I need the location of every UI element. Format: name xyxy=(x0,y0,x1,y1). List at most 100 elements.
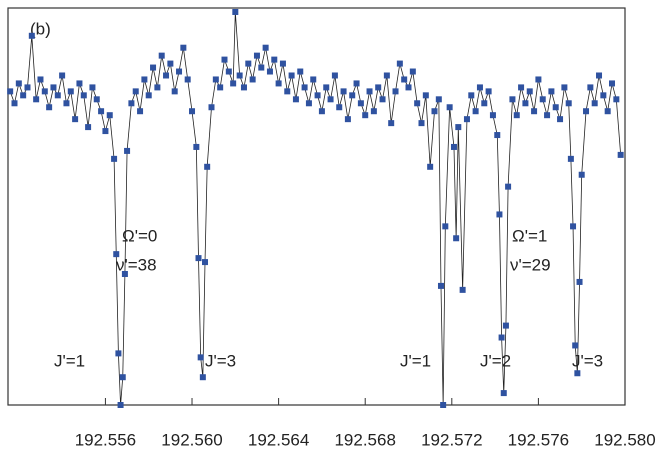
data-point xyxy=(405,84,412,91)
data-point xyxy=(119,374,126,381)
data-point xyxy=(427,163,434,170)
data-point xyxy=(531,108,538,115)
data-point xyxy=(318,108,325,115)
data-point xyxy=(171,88,178,95)
data-point xyxy=(505,183,512,190)
annotation: J'=2 xyxy=(480,351,511,370)
data-point xyxy=(340,88,347,95)
x-tick-label: 192.576 xyxy=(508,430,569,449)
data-point xyxy=(7,88,14,95)
data-point xyxy=(600,92,607,99)
data-point xyxy=(331,72,338,79)
data-point xyxy=(20,92,27,99)
data-point xyxy=(124,147,131,154)
annotation: J'=3 xyxy=(205,351,236,370)
data-point xyxy=(59,72,66,79)
data-point xyxy=(132,88,139,95)
data-point xyxy=(323,84,330,91)
data-point xyxy=(392,88,399,95)
data-point xyxy=(297,68,304,75)
annotation: Ω'=1 xyxy=(512,226,547,245)
x-tick-label: 192.556 xyxy=(75,430,136,449)
x-tick-label: 192.564 xyxy=(248,430,309,449)
data-point xyxy=(121,270,128,277)
data-point xyxy=(513,112,520,119)
data-point xyxy=(195,255,202,262)
data-point xyxy=(158,52,165,59)
data-point xyxy=(50,84,57,91)
data-point xyxy=(63,100,70,107)
data-point xyxy=(437,282,444,289)
data-point xyxy=(46,104,53,111)
data-point xyxy=(401,76,408,83)
data-point xyxy=(11,100,18,107)
data-point xyxy=(141,76,148,83)
data-point xyxy=(249,76,256,83)
data-point xyxy=(258,64,265,71)
data-point xyxy=(609,80,616,87)
data-point xyxy=(197,354,204,361)
data-point xyxy=(225,68,232,75)
data-point xyxy=(180,44,187,51)
data-point xyxy=(266,68,273,75)
data-point xyxy=(98,108,105,115)
data-point xyxy=(366,88,373,95)
data-point xyxy=(572,342,579,349)
data-point xyxy=(262,44,269,51)
data-point xyxy=(578,171,585,178)
data-point xyxy=(617,151,624,158)
data-point xyxy=(271,56,278,63)
data-point xyxy=(93,96,100,103)
data-point xyxy=(275,80,282,87)
data-point xyxy=(370,108,377,115)
data-point xyxy=(383,72,390,79)
x-tick-label: 192.580 xyxy=(594,430,655,449)
data-point xyxy=(284,88,291,95)
data-point xyxy=(212,76,219,83)
annotation: ν'=29 xyxy=(510,255,551,274)
data-point xyxy=(85,124,92,131)
data-point xyxy=(544,112,551,119)
data-point xyxy=(468,92,475,99)
data-point xyxy=(202,259,209,266)
data-point xyxy=(450,143,457,150)
annotation: J'=1 xyxy=(400,351,431,370)
data-point xyxy=(502,322,509,329)
data-point xyxy=(476,84,483,91)
data-point xyxy=(414,100,421,107)
data-point xyxy=(489,112,496,119)
x-tick-label: 192.568 xyxy=(334,430,395,449)
data-point xyxy=(314,92,321,99)
data-point xyxy=(102,128,109,135)
data-point xyxy=(37,76,44,83)
data-point xyxy=(552,104,559,111)
data-point xyxy=(446,104,453,111)
data-point xyxy=(459,286,466,293)
data-point xyxy=(498,334,505,341)
data-point xyxy=(128,100,135,107)
data-point xyxy=(176,68,183,75)
data-point xyxy=(496,211,503,218)
data-point xyxy=(236,72,243,79)
annotation: ν'=38 xyxy=(116,255,157,274)
data-point xyxy=(76,80,83,87)
data-point xyxy=(388,120,395,127)
data-point xyxy=(301,84,308,91)
data-point xyxy=(208,104,215,111)
data-point xyxy=(442,223,449,230)
data-point xyxy=(344,116,351,123)
data-point xyxy=(567,155,574,162)
data-point xyxy=(305,100,312,107)
data-point xyxy=(596,72,603,79)
data-point xyxy=(574,370,581,377)
data-point xyxy=(154,84,161,91)
data-point xyxy=(557,116,564,123)
data-point xyxy=(67,88,74,95)
data-point xyxy=(189,108,196,115)
data-point xyxy=(565,100,572,107)
annotation: J'=3 xyxy=(572,351,603,370)
data-point xyxy=(539,96,546,103)
data-point xyxy=(80,92,87,99)
data-point xyxy=(362,112,369,119)
